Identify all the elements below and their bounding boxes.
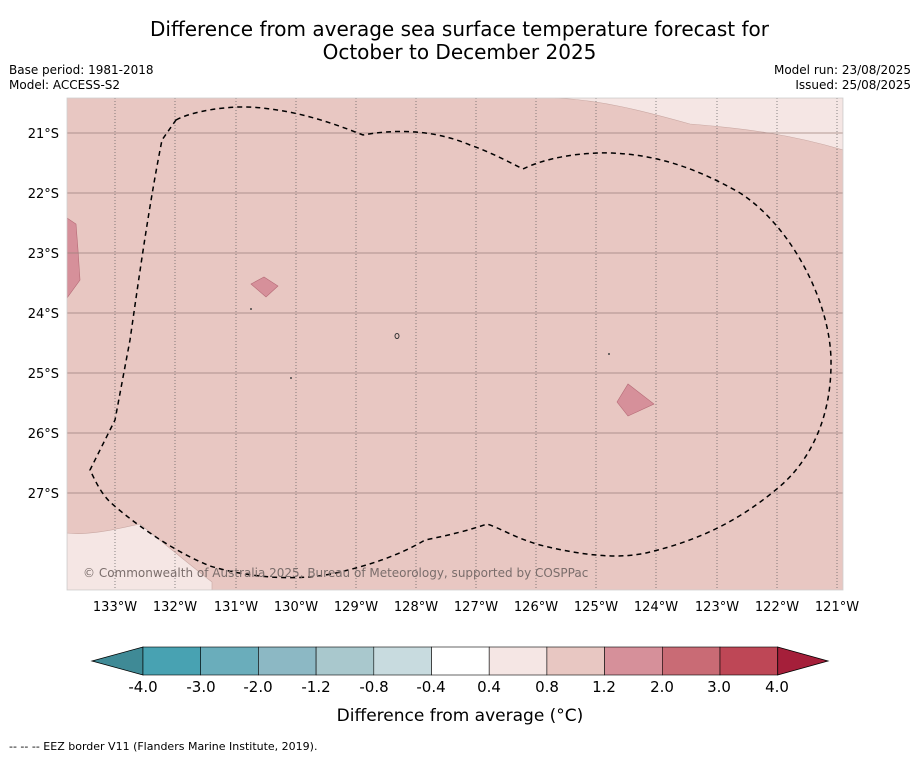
colorbar-label: -4.0 <box>128 678 157 696</box>
lon-tick-label: 126°W <box>514 600 558 615</box>
colorbar-segment <box>661 646 721 676</box>
lon-tick-label: 129°W <box>334 600 378 615</box>
colorbar-label: -2.0 <box>243 678 272 696</box>
colorbar-label: 1.2 <box>592 678 616 696</box>
colorbar-label: 0.8 <box>535 678 559 696</box>
lat-tick-label: 23°S <box>28 247 59 262</box>
colorbar-segment <box>546 646 605 676</box>
colorbar-label: -1.2 <box>301 678 330 696</box>
anomaly-band-0.4-0.8-bottom-left <box>67 523 213 590</box>
longitude-gridlines <box>114 98 838 590</box>
colorbar-segment <box>431 646 490 676</box>
eez-border <box>89 106 832 579</box>
colorbar-labels: -4.0 -3.0 -2.0 -1.2 -0.8 -0.4 0.4 0.8 1.… <box>128 678 789 696</box>
latitude-axis: 21°S 22°S 23°S 24°S 25°S 26°S 27°S <box>28 127 59 502</box>
colorbar-title: Difference from average (°C) <box>337 706 584 726</box>
lon-tick-label: 131°W <box>214 600 258 615</box>
lon-tick-label: 130°W <box>274 600 318 615</box>
colorbar <box>90 646 830 676</box>
island-marker-1 <box>250 308 252 310</box>
colorbar-segment <box>200 646 259 676</box>
title-line-1: Difference from average sea surface temp… <box>149 17 769 41</box>
colorbar-segment <box>719 646 779 676</box>
colorbar-label: 0.4 <box>477 678 501 696</box>
island-marker-4 <box>608 353 610 355</box>
map-area: © Commonwealth of Australia 2025, Bureau… <box>67 98 843 590</box>
lon-tick-label: 128°W <box>394 600 438 615</box>
lon-tick-label: 132°W <box>153 600 197 615</box>
colorbar-segment <box>373 646 432 676</box>
base-period: Base period: 1981-2018 <box>9 63 154 77</box>
latitude-gridlines <box>67 132 843 494</box>
anomaly-band-1.2-2.0-left-edge <box>67 217 81 299</box>
island-marker-2 <box>394 333 400 339</box>
lon-tick-label: 122°W <box>755 600 799 615</box>
colorbar-segment <box>488 646 548 676</box>
model-name: Model: ACCESS-S2 <box>9 78 121 92</box>
colorbar-extend-low <box>90 646 144 676</box>
colorbar-segment <box>258 646 317 676</box>
map-frame <box>66 97 844 591</box>
lon-tick-label: 123°W <box>695 600 739 615</box>
lat-tick-label: 26°S <box>28 427 59 442</box>
anomaly-band-0.4-0.8-top-right <box>554 98 843 151</box>
lat-tick-label: 27°S <box>28 487 59 502</box>
colorbar-label: 3.0 <box>707 678 731 696</box>
model-info: Base period: 1981-2018 Model: ACCESS-S2 <box>9 63 154 93</box>
colorbar-label: 4.0 <box>765 678 789 696</box>
lat-tick-label: 24°S <box>28 307 59 322</box>
lon-tick-label: 124°W <box>634 600 678 615</box>
colorbar-label: -3.0 <box>186 678 215 696</box>
lon-tick-label: 121°W <box>815 600 859 615</box>
issued-date: Issued: 25/08/2025 <box>795 78 911 92</box>
longitude-axis: 133°W 132°W 131°W 130°W 129°W 128°W 127°… <box>93 600 859 615</box>
copyright-notice: © Commonwealth of Australia 2025, Bureau… <box>83 566 588 580</box>
run-info: Model run: 23/08/2025 Issued: 25/08/2025 <box>774 63 911 93</box>
lat-tick-label: 25°S <box>28 367 59 382</box>
map-title: Difference from average sea surface temp… <box>0 18 919 64</box>
colorbar-label: 2.0 <box>650 678 674 696</box>
colorbar-segment <box>142 646 202 676</box>
eez-legend-note: -- -- -- EEZ border V11 (Flanders Marine… <box>9 740 318 753</box>
lat-tick-label: 22°S <box>28 187 59 202</box>
colorbar-segment <box>604 646 663 676</box>
lon-tick-label: 127°W <box>454 600 498 615</box>
anomaly-band-1.2-2.0-patch-1 <box>250 276 279 298</box>
colorbar-segment <box>315 646 375 676</box>
colorbar-label: -0.4 <box>416 678 445 696</box>
colorbar-extend-high <box>777 646 830 676</box>
lat-tick-label: 21°S <box>28 127 59 142</box>
title-line-2: October to December 2025 <box>322 40 597 64</box>
colorbar-label: -0.8 <box>359 678 388 696</box>
model-run: Model run: 23/08/2025 <box>773 63 911 77</box>
island-marker-3 <box>290 377 292 379</box>
anomaly-band-0.8-1.2 <box>67 98 843 590</box>
lon-tick-label: 125°W <box>574 600 618 615</box>
anomaly-band-1.2-2.0-patch-2 <box>616 383 655 417</box>
lon-tick-label: 133°W <box>93 600 137 615</box>
